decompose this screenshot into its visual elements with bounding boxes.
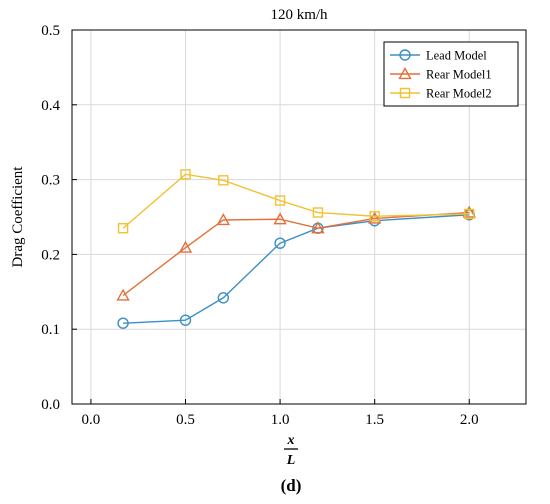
y-tick-label: 0.2: [41, 247, 60, 263]
x-tick-label: 1.0: [271, 412, 290, 428]
data-point-rear-model2: [180, 169, 191, 180]
data-point-rear-model2: [218, 175, 229, 186]
y-axis-label: Drag Coefficient: [10, 166, 26, 268]
y-tick-label: 0.1: [41, 322, 60, 338]
y-tick-label: 0.0: [41, 397, 60, 413]
data-point-rear-model2: [369, 211, 380, 222]
data-point-rear-model1: [311, 221, 325, 234]
data-point-rear-model1: [273, 212, 287, 225]
series-line-lead-model: [123, 214, 470, 324]
x-tick-label: 0.5: [176, 412, 195, 428]
series-line-rear-model2: [122, 173, 470, 229]
legend-marker-lead-model: [399, 49, 411, 61]
x-tick-label: 2.0: [460, 412, 479, 428]
x-axis-label-denominator: L: [286, 453, 296, 468]
y-tick-label: 0.3: [41, 173, 60, 189]
legend-marker-rear-model1: [398, 67, 412, 80]
plot-frame: [71, 29, 527, 405]
y-tick-label: 0.5: [41, 23, 60, 39]
chart-title: 120 km/h: [270, 7, 328, 23]
series-lead-model: [117, 209, 475, 329]
legend-label-rear-model2: Rear Model2: [426, 87, 492, 101]
ticks: 0.0 0.5 1.0 1.5 2.0 0.0 0.1 0.2 0.3 0.4 0.5: [41, 23, 478, 428]
series-line-rear-model1: [122, 211, 470, 297]
data-point-rear-model1: [116, 288, 130, 301]
data-point-rear-model2: [117, 223, 129, 234]
data-point-lead-model: [217, 292, 230, 304]
data-point-lead-model: [117, 317, 129, 329]
legend-label-rear-model1: Rear Model1: [426, 68, 492, 82]
data-point-rear-model1: [178, 240, 193, 253]
x-axis-label-numerator: x: [287, 433, 295, 448]
data-point-rear-model2: [312, 207, 324, 218]
x-tick-label: 0.0: [82, 412, 101, 428]
legend-label-lead-model: Lead Model: [426, 49, 487, 63]
figure-caption: (d): [281, 476, 302, 495]
data-point-rear-model1: [462, 205, 476, 218]
legend: Lead Model Rear Model1 Rear Model2: [383, 41, 519, 107]
data-point-rear-model1: [367, 211, 382, 224]
legend-marker-rear-model2: [399, 87, 411, 99]
y-tick-label: 0.4: [41, 98, 60, 114]
data-point-rear-model2: [274, 195, 286, 206]
series-rear-model1: [116, 205, 476, 301]
data-point-lead-model: [179, 314, 192, 326]
x-tick-label: 1.5: [365, 412, 384, 428]
data-point-lead-model: [274, 237, 286, 249]
series-rear-model2: [117, 169, 475, 234]
data-point-rear-model1: [216, 213, 231, 226]
data-point-rear-model2: [464, 208, 475, 220]
series: [116, 169, 476, 329]
